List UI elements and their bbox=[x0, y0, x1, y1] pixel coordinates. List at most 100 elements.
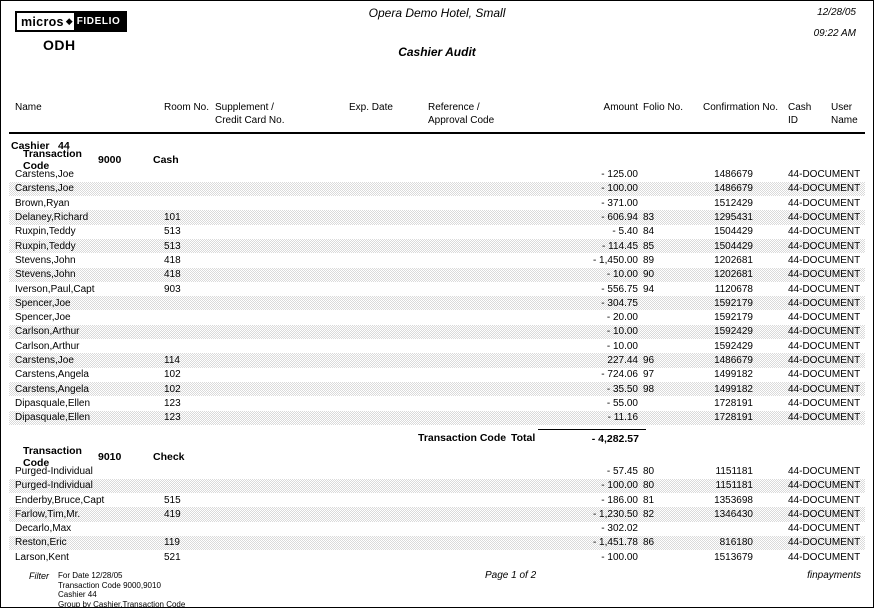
cell-folio: 94 bbox=[643, 283, 655, 295]
transaction-code-section: Transaction Code 9010 Check Purged-Indiv… bbox=[9, 445, 865, 565]
cell-amount: - 114.45 bbox=[602, 240, 638, 252]
cell-amount: - 100.00 bbox=[601, 551, 638, 563]
cell-name: Carstens,Joe bbox=[15, 169, 74, 181]
cell-name: Ruxpin,Teddy bbox=[15, 240, 76, 252]
filter-line: For Date 12/28/05 bbox=[58, 571, 123, 580]
cashier-number: 44 bbox=[58, 140, 70, 152]
cell-room: 102 bbox=[164, 383, 181, 395]
table-row: Purged-Individual - 57.45 80 1151181 44-… bbox=[9, 464, 865, 478]
cell-confirmation: 1486679 bbox=[714, 169, 753, 181]
cell-amount: - 5.40 bbox=[612, 226, 638, 238]
table-row: Stevens,John 418 - 1,450.00 89 1202681 4… bbox=[9, 253, 865, 267]
cell-folio: 96 bbox=[643, 355, 655, 366]
cell-confirmation: 1513679 bbox=[714, 551, 753, 563]
cell-name: Purged-Individual bbox=[15, 465, 93, 477]
table-row: Ruxpin,Teddy 513 - 5.40 84 1504429 44-DO… bbox=[9, 225, 865, 239]
report-date: 12/28/05 bbox=[817, 7, 856, 18]
col-supplement: Supplement / Credit Card No. bbox=[215, 102, 285, 126]
cell-confirmation: 1504429 bbox=[714, 240, 753, 252]
cell-amount: 227.44 bbox=[607, 355, 638, 366]
cell-name: Carstens,Angela bbox=[15, 383, 89, 395]
micros-fidelio-logo: micros ◆ FIDELIO bbox=[15, 11, 128, 32]
cashier-group-line: Cashier 44 bbox=[9, 140, 70, 152]
report-code: finpayments bbox=[807, 570, 861, 581]
filter-lines: For Date 12/28/05 Transaction Code 9000,… bbox=[58, 571, 185, 607]
cell-user-name: 44-DOCUMENT bbox=[788, 523, 861, 535]
hotel-name: Opera Demo Hotel, Small bbox=[368, 6, 506, 20]
cell-room: 123 bbox=[164, 412, 181, 424]
cell-room: 521 bbox=[164, 551, 181, 563]
cell-name: Purged-Individual bbox=[15, 480, 93, 492]
transaction-code-section: Transaction Code 9000 Cash Carstens,Joe … bbox=[9, 148, 865, 445]
logo-brand-left: micros bbox=[17, 13, 65, 30]
cell-user-name: 44-DOCUMENT bbox=[788, 494, 861, 506]
table-row: Delaney,Richard 101 - 606.94 83 1295431 … bbox=[9, 210, 865, 225]
cell-amount: - 10.00 bbox=[606, 269, 638, 281]
cell-user-name: 44-DOCUMENT bbox=[788, 480, 861, 492]
cell-name: Reston,Eric bbox=[15, 537, 67, 549]
cell-room: 419 bbox=[164, 508, 181, 520]
cell-room: 513 bbox=[164, 226, 181, 238]
transaction-code-value: 9010 bbox=[98, 451, 122, 464]
table-row: Spencer,Joe - 304.75 1592179 44-DOCUMENT bbox=[9, 296, 865, 311]
section-header: Transaction Code 9010 Check bbox=[9, 445, 865, 469]
table-row: Brown,Ryan - 371.00 1512429 44-DOCUMENT bbox=[9, 196, 865, 210]
cell-user-name: 44-DOCUMENT bbox=[788, 465, 861, 477]
cell-name: Carlson,Arthur bbox=[15, 340, 80, 352]
cell-folio: 89 bbox=[643, 254, 655, 266]
cell-amount: - 606.94 bbox=[601, 212, 638, 224]
cell-amount: - 100.00 bbox=[601, 183, 638, 195]
section-rows: Purged-Individual - 57.45 80 1151181 44-… bbox=[9, 464, 865, 564]
table-row: Reston,Eric 119 - 1,451.78 86 816180 44-… bbox=[9, 535, 865, 551]
cell-confirmation: 1486679 bbox=[714, 183, 753, 195]
table-row: Larson,Kent 521 - 100.00 1513679 44-DOCU… bbox=[9, 550, 865, 564]
cell-name: Dipasquale,Ellen bbox=[15, 397, 91, 409]
cell-user-name: 44-DOCUMENT bbox=[788, 283, 861, 295]
cell-confirmation: 1728191 bbox=[714, 397, 753, 409]
header-separator bbox=[9, 132, 865, 134]
cell-name: Stevens,John bbox=[15, 269, 76, 281]
cell-user-name: 44-DOCUMENT bbox=[788, 169, 861, 181]
cell-user-name: 44-DOCUMENT bbox=[788, 537, 861, 549]
cell-confirmation: 1592179 bbox=[714, 312, 753, 324]
table-row: Carstens,Joe - 125.00 1486679 44-DOCUMEN… bbox=[9, 168, 865, 182]
cell-room: 101 bbox=[164, 212, 181, 224]
total-word: Total bbox=[511, 431, 536, 444]
col-room: Room No. bbox=[164, 102, 210, 113]
column-header-row: Name Room No. Supplement / Credit Card No… bbox=[9, 101, 865, 127]
cell-confirmation: 1499182 bbox=[714, 369, 753, 381]
transaction-code-label: Transaction Code bbox=[23, 445, 82, 470]
table-row: Iverson,Paul,Capt 903 - 556.75 94 112067… bbox=[9, 282, 865, 296]
cell-user-name: 44-DOCUMENT bbox=[788, 240, 861, 252]
cell-amount: - 302.02 bbox=[601, 523, 638, 535]
col-amount: Amount bbox=[603, 102, 638, 113]
cell-confirmation: 1202681 bbox=[714, 254, 753, 266]
cell-amount: - 20.00 bbox=[606, 312, 638, 324]
cell-confirmation: 1504429 bbox=[714, 226, 753, 238]
table-row: Carstens,Joe - 100.00 1486679 44-DOCUMEN… bbox=[9, 181, 865, 197]
cell-user-name: 44-DOCUMENT bbox=[788, 183, 861, 195]
report-time: 09:22 AM bbox=[813, 28, 856, 39]
transaction-code-label: Transaction Code bbox=[23, 148, 82, 173]
cell-folio: 82 bbox=[643, 508, 655, 520]
cell-amount: - 1,450.00 bbox=[592, 254, 638, 266]
logo-diamond-icon: ◆ bbox=[64, 13, 74, 30]
cell-amount: - 556.75 bbox=[601, 283, 638, 295]
filter-label: Filter bbox=[29, 571, 49, 581]
table-row: Dipasquale,Ellen 123 - 55.00 1728191 44-… bbox=[9, 396, 865, 410]
section-rows: Carstens,Joe - 125.00 1486679 44-DOCUMEN… bbox=[9, 168, 865, 425]
cell-confirmation: 1512429 bbox=[714, 197, 753, 209]
cell-user-name: 44-DOCUMENT bbox=[788, 508, 861, 520]
table-row: Carstens,Angela 102 - 35.50 98 1499182 4… bbox=[9, 381, 865, 397]
cell-confirmation: 1120678 bbox=[714, 283, 753, 295]
total-label: Transaction Code bbox=[418, 431, 507, 444]
col-user-name: User Name bbox=[831, 102, 858, 126]
col-confirmation: Confirmation No. bbox=[702, 102, 778, 113]
filter-line: Transaction Code 9000,9010 bbox=[58, 580, 161, 590]
cell-amount: - 10.00 bbox=[606, 340, 638, 352]
cell-user-name: 44-DOCUMENT bbox=[788, 355, 861, 366]
cell-confirmation: 1486679 bbox=[714, 355, 753, 366]
page-indicator: Page 1 of 2 bbox=[485, 570, 537, 581]
cell-name: Larson,Kent bbox=[15, 551, 69, 563]
cell-user-name: 44-DOCUMENT bbox=[788, 269, 861, 281]
